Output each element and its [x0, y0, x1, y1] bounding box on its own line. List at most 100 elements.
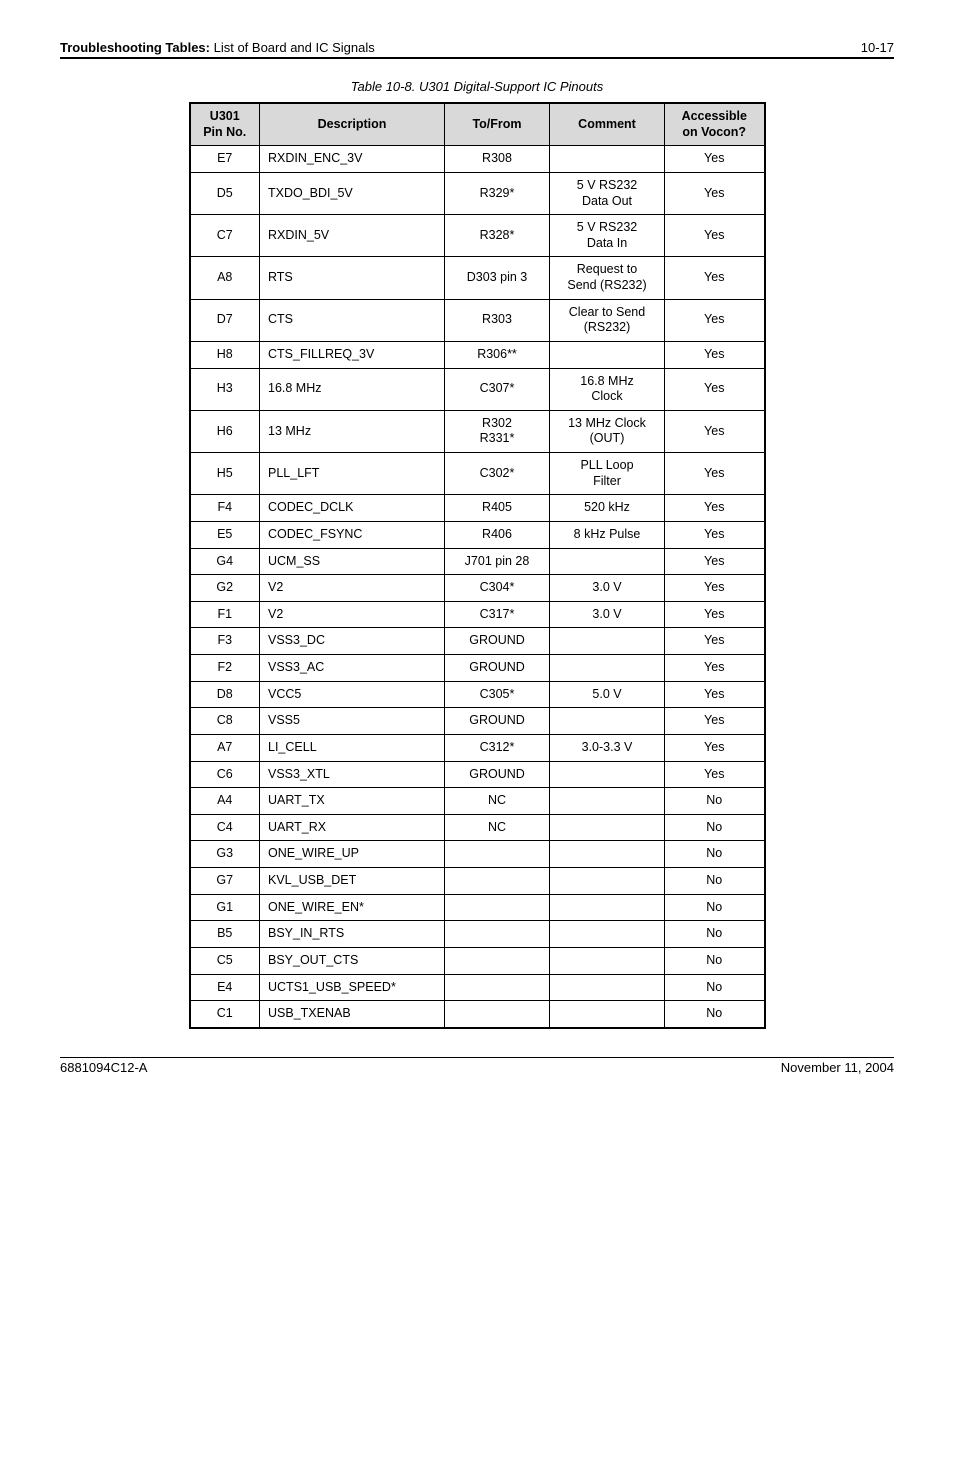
cell-accessible: Yes: [665, 299, 765, 341]
cell-description: VSS3_DC: [260, 628, 445, 655]
col-header-tofrom: To/From: [445, 103, 550, 146]
cell-accessible: Yes: [665, 521, 765, 548]
cell-accessible: Yes: [665, 575, 765, 602]
cell-description: V2: [260, 601, 445, 628]
col-header-comment: Comment: [550, 103, 665, 146]
table-row: A7LI_CELLC312*3.0-3.3 VYes: [190, 734, 765, 761]
cell-accessible: Yes: [665, 146, 765, 173]
table-row: B5BSY_IN_RTSNo: [190, 921, 765, 948]
cell-pin: F3: [190, 628, 260, 655]
cell-description: 13 MHz: [260, 410, 445, 452]
cell-pin: F2: [190, 655, 260, 682]
cell-tofrom: [445, 841, 550, 868]
cell-tofrom: [445, 1001, 550, 1028]
cell-description: PLL_LFT: [260, 453, 445, 495]
cell-accessible: No: [665, 814, 765, 841]
cell-accessible: No: [665, 868, 765, 895]
cell-pin: C1: [190, 1001, 260, 1028]
col-header-description: Description: [260, 103, 445, 146]
table-row: H316.8 MHzC307*16.8 MHzClockYes: [190, 368, 765, 410]
table-row: F1V2C317*3.0 VYes: [190, 601, 765, 628]
cell-tofrom: C305*: [445, 681, 550, 708]
cell-comment: [550, 788, 665, 815]
cell-tofrom: NC: [445, 814, 550, 841]
cell-pin: E4: [190, 974, 260, 1001]
cell-description: VSS3_XTL: [260, 761, 445, 788]
cell-comment: 8 kHz Pulse: [550, 521, 665, 548]
header-left: Troubleshooting Tables: List of Board an…: [60, 40, 375, 55]
cell-comment: [550, 894, 665, 921]
table-row: H5PLL_LFTC302*PLL LoopFilterYes: [190, 453, 765, 495]
cell-comment: [550, 341, 665, 368]
cell-tofrom: GROUND: [445, 761, 550, 788]
table-row: A4UART_TXNCNo: [190, 788, 765, 815]
footer-rule: [60, 1057, 894, 1058]
cell-pin: D7: [190, 299, 260, 341]
cell-comment: Clear to Send(RS232): [550, 299, 665, 341]
cell-accessible: No: [665, 921, 765, 948]
cell-description: UCTS1_USB_SPEED*: [260, 974, 445, 1001]
cell-tofrom: [445, 947, 550, 974]
table-row: G3ONE_WIRE_UPNo: [190, 841, 765, 868]
cell-comment: [550, 974, 665, 1001]
cell-description: VSS5: [260, 708, 445, 735]
cell-pin: H6: [190, 410, 260, 452]
table-row: E7RXDIN_ENC_3VR308Yes: [190, 146, 765, 173]
cell-accessible: Yes: [665, 172, 765, 214]
table-header-row: U301Pin No. Description To/From Comment …: [190, 103, 765, 146]
cell-description: UART_TX: [260, 788, 445, 815]
cell-pin: A7: [190, 734, 260, 761]
cell-description: UCM_SS: [260, 548, 445, 575]
table-caption: Table 10-8. U301 Digital-Support IC Pino…: [60, 79, 894, 94]
cell-description: USB_TXENAB: [260, 1001, 445, 1028]
header-title-bold: Troubleshooting Tables:: [60, 40, 210, 55]
cell-comment: [550, 814, 665, 841]
cell-tofrom: NC: [445, 788, 550, 815]
cell-comment: [550, 841, 665, 868]
cell-accessible: Yes: [665, 341, 765, 368]
table-row: G2V2C304*3.0 VYes: [190, 575, 765, 602]
cell-pin: G3: [190, 841, 260, 868]
cell-pin: A4: [190, 788, 260, 815]
table-row: F3VSS3_DCGROUNDYes: [190, 628, 765, 655]
cell-pin: H5: [190, 453, 260, 495]
cell-tofrom: C304*: [445, 575, 550, 602]
cell-accessible: Yes: [665, 655, 765, 682]
cell-description: ONE_WIRE_EN*: [260, 894, 445, 921]
cell-pin: C4: [190, 814, 260, 841]
cell-comment: [550, 921, 665, 948]
cell-description: CTS_FILLREQ_3V: [260, 341, 445, 368]
table-row: E4UCTS1_USB_SPEED*No: [190, 974, 765, 1001]
cell-comment: [550, 628, 665, 655]
table-row: A8RTSD303 pin 3Request toSend (RS232)Yes: [190, 257, 765, 299]
cell-accessible: Yes: [665, 734, 765, 761]
cell-comment: [550, 1001, 665, 1028]
cell-tofrom: D303 pin 3: [445, 257, 550, 299]
cell-tofrom: C307*: [445, 368, 550, 410]
footer-left: 6881094C12-A: [60, 1060, 147, 1075]
cell-accessible: Yes: [665, 257, 765, 299]
table-row: C7RXDIN_5VR328*5 V RS232Data InYes: [190, 215, 765, 257]
cell-description: VCC5: [260, 681, 445, 708]
cell-accessible: No: [665, 841, 765, 868]
cell-description: RXDIN_ENC_3V: [260, 146, 445, 173]
cell-comment: 3.0 V: [550, 601, 665, 628]
cell-pin: G7: [190, 868, 260, 895]
cell-accessible: Yes: [665, 215, 765, 257]
table-row: C5BSY_OUT_CTSNo: [190, 947, 765, 974]
table-row: D5TXDO_BDI_5VR329*5 V RS232Data OutYes: [190, 172, 765, 214]
cell-tofrom: [445, 921, 550, 948]
cell-description: LI_CELL: [260, 734, 445, 761]
pinout-table: U301Pin No. Description To/From Comment …: [189, 102, 766, 1029]
cell-tofrom: [445, 894, 550, 921]
cell-tofrom: R308: [445, 146, 550, 173]
cell-pin: F1: [190, 601, 260, 628]
cell-pin: C6: [190, 761, 260, 788]
cell-pin: B5: [190, 921, 260, 948]
page: Troubleshooting Tables: List of Board an…: [0, 0, 954, 1105]
footer-right: November 11, 2004: [781, 1060, 894, 1075]
cell-accessible: Yes: [665, 368, 765, 410]
cell-description: RXDIN_5V: [260, 215, 445, 257]
cell-accessible: Yes: [665, 708, 765, 735]
cell-tofrom: C302*: [445, 453, 550, 495]
